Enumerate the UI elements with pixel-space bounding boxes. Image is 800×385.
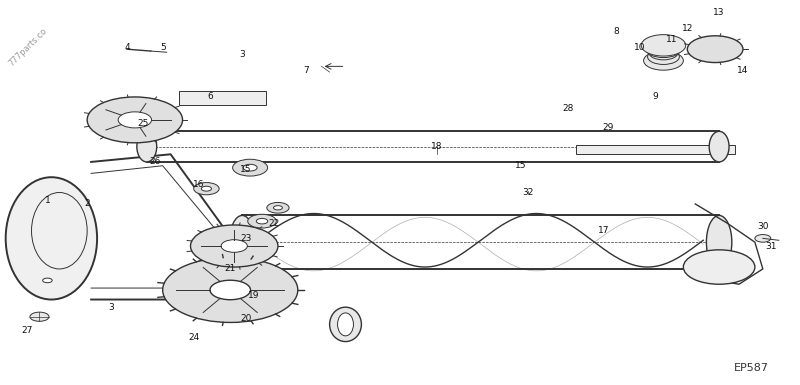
Circle shape: [162, 258, 298, 323]
Text: 15: 15: [514, 161, 526, 170]
Text: 13: 13: [714, 8, 725, 17]
Text: 31: 31: [765, 241, 777, 251]
Circle shape: [194, 182, 219, 195]
Circle shape: [248, 214, 276, 228]
Circle shape: [649, 46, 678, 60]
Text: 23: 23: [241, 234, 252, 243]
Text: 11: 11: [666, 35, 677, 44]
Ellipse shape: [137, 131, 157, 162]
Text: EP587: EP587: [734, 363, 769, 373]
Circle shape: [210, 280, 250, 300]
Text: 22: 22: [268, 219, 279, 228]
Circle shape: [202, 186, 211, 191]
FancyBboxPatch shape: [576, 145, 735, 154]
Circle shape: [87, 97, 182, 143]
Text: 15: 15: [240, 165, 252, 174]
Text: 6: 6: [207, 92, 214, 101]
Circle shape: [243, 164, 257, 171]
Text: 26: 26: [149, 157, 161, 166]
Ellipse shape: [709, 131, 729, 162]
Text: 32: 32: [522, 188, 534, 197]
Text: 18: 18: [431, 142, 442, 151]
Text: 29: 29: [602, 123, 614, 132]
Text: 14: 14: [738, 66, 749, 75]
Text: 7: 7: [303, 66, 309, 75]
Ellipse shape: [330, 307, 362, 341]
Text: 8: 8: [613, 27, 618, 37]
Circle shape: [687, 36, 743, 62]
Ellipse shape: [6, 177, 97, 300]
Text: 24: 24: [189, 333, 200, 342]
Circle shape: [646, 41, 681, 58]
Text: 19: 19: [248, 291, 260, 300]
Circle shape: [190, 225, 278, 267]
Text: 16: 16: [193, 180, 204, 189]
Circle shape: [233, 159, 268, 176]
Text: 3: 3: [108, 303, 114, 312]
Circle shape: [30, 312, 49, 321]
Circle shape: [256, 218, 268, 224]
Ellipse shape: [338, 313, 354, 336]
Circle shape: [42, 278, 52, 283]
Circle shape: [644, 51, 683, 70]
Text: 3: 3: [239, 50, 245, 59]
Text: 20: 20: [241, 314, 252, 323]
Circle shape: [221, 240, 247, 252]
Circle shape: [642, 35, 686, 56]
FancyBboxPatch shape: [178, 91, 266, 105]
Text: 28: 28: [562, 104, 574, 113]
Text: 2: 2: [84, 199, 90, 208]
Circle shape: [274, 206, 282, 210]
Text: 17: 17: [598, 226, 610, 235]
Text: 5: 5: [160, 43, 166, 52]
Text: 25: 25: [137, 119, 149, 128]
Text: 30: 30: [757, 223, 769, 231]
Text: 21: 21: [225, 264, 236, 273]
Circle shape: [755, 234, 770, 242]
Circle shape: [267, 203, 289, 213]
Circle shape: [683, 250, 755, 284]
Circle shape: [118, 112, 151, 128]
Ellipse shape: [230, 216, 255, 269]
Text: 9: 9: [653, 92, 658, 101]
Text: 27: 27: [22, 326, 34, 335]
Text: 4: 4: [124, 43, 130, 52]
Text: 1: 1: [45, 196, 50, 205]
Circle shape: [647, 49, 679, 64]
Text: 777parts.co: 777parts.co: [6, 26, 49, 68]
Text: 10: 10: [634, 43, 646, 52]
Text: 12: 12: [682, 23, 693, 33]
Ellipse shape: [706, 216, 732, 269]
